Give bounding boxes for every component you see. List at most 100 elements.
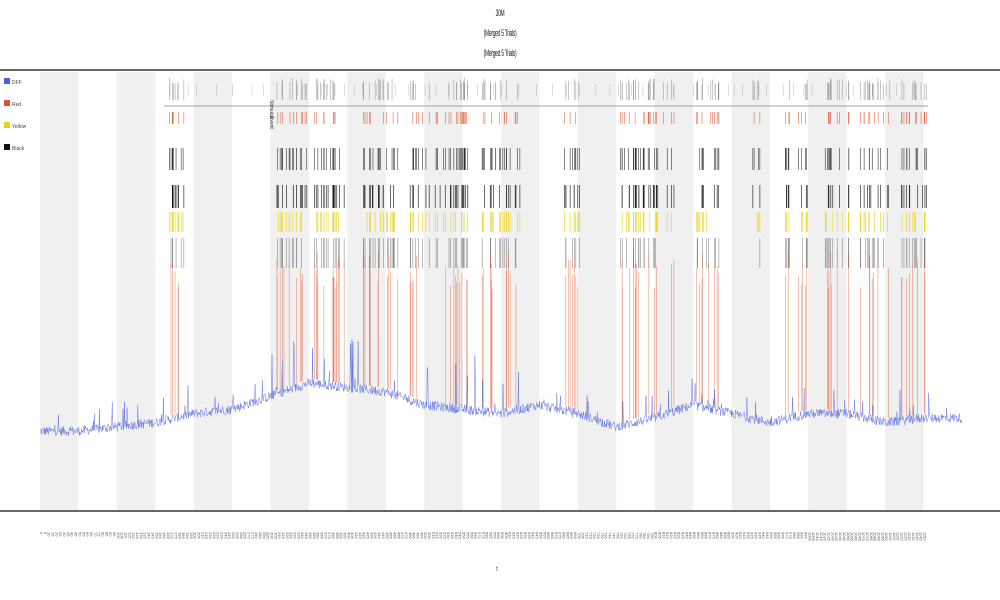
x-tick-label-185: 925 <box>750 532 755 539</box>
x-tick-labels: 0510152025303540455055606570758085909510… <box>39 532 928 542</box>
x-tick-label-199: 995 <box>804 532 809 539</box>
x-tick-label-53: 265 <box>243 532 248 539</box>
x-tick-label-158: 790 <box>646 532 651 539</box>
shaded-band-11 <box>885 72 924 510</box>
x-tick-label-93: 465 <box>396 532 401 539</box>
legend-swatch-0 <box>4 78 10 84</box>
x-tick-label-217: 1085 <box>873 532 878 542</box>
x-tick-label-38: 190 <box>185 532 190 539</box>
x-tick-label-204: 1020 <box>823 532 828 542</box>
x-tick-label-89: 445 <box>381 532 386 539</box>
x-tick-label-50: 250 <box>231 532 236 539</box>
x-tick-label-171: 855 <box>696 532 701 539</box>
x-tick-label-126: 630 <box>523 532 528 539</box>
legend-swatch-2 <box>4 122 10 128</box>
x-tick-label-97: 485 <box>412 532 417 539</box>
x-tick-label-21: 105 <box>120 532 125 539</box>
shaded-band-4 <box>347 72 386 510</box>
x-tick-label-113: 565 <box>473 532 478 539</box>
x-tick-label-214: 1070 <box>861 532 866 542</box>
event-rasters <box>169 78 927 422</box>
x-tick-label-213: 1065 <box>857 532 862 542</box>
x-tick-label-205: 1025 <box>827 532 832 542</box>
x-tick-label-107: 535 <box>450 532 455 539</box>
x-tick-label-144: 720 <box>592 532 597 539</box>
x-tick-label-145: 725 <box>596 532 601 539</box>
x-tick-label-140: 700 <box>577 532 582 539</box>
x-tick-label-20: 100 <box>116 532 121 539</box>
x-tick-label-161: 805 <box>658 532 663 539</box>
chart-subtitle-2: (Merged 5 Trials) <box>483 48 517 58</box>
x-tick-label-138: 690 <box>569 532 574 539</box>
x-tick-label-188: 940 <box>761 532 766 539</box>
x-tick-label-8: 40 <box>70 532 75 537</box>
x-tick-label-128: 640 <box>531 532 536 539</box>
x-tick-label-18: 90 <box>108 532 113 537</box>
x-tick-label-105: 525 <box>442 532 447 539</box>
dff-trace <box>39 339 963 437</box>
x-tick-label-15: 75 <box>97 532 102 537</box>
x-tick-label-102: 510 <box>431 532 436 539</box>
x-tick-label-211: 1055 <box>850 532 855 542</box>
x-tick-label-184: 920 <box>746 532 751 539</box>
x-tick-label-132: 660 <box>546 532 551 539</box>
x-tick-label-209: 1045 <box>842 532 847 542</box>
x-tick-label-193: 965 <box>780 532 785 539</box>
x-tick-label-54: 270 <box>247 532 252 539</box>
x-tick-label-149: 745 <box>611 532 616 539</box>
x-tick-label-130: 650 <box>538 532 543 539</box>
x-tick-label-86: 430 <box>369 532 374 539</box>
x-tick-label-196: 980 <box>792 532 797 539</box>
x-tick-label-115: 575 <box>481 532 486 539</box>
x-tick-label-77: 385 <box>335 532 340 539</box>
x-tick-label-153: 765 <box>627 532 632 539</box>
x-tick-label-99: 495 <box>419 532 424 539</box>
x-tick-label-200: 1000 <box>807 532 812 542</box>
x-tick-label-223: 1115 <box>896 532 901 541</box>
x-tick-label-151: 755 <box>619 532 624 539</box>
x-tick-label-173: 865 <box>704 532 709 539</box>
x-tick-label-191: 955 <box>773 532 778 539</box>
x-tick-label-172: 860 <box>700 532 705 539</box>
x-tick-label-189: 945 <box>765 532 770 539</box>
x-tick-label-195: 975 <box>788 532 793 539</box>
x-tick-label-114: 570 <box>477 532 482 539</box>
x-tick-label-226: 1130 <box>907 532 912 541</box>
x-tick-label-39: 195 <box>189 532 194 539</box>
legend-label-1: Red <box>12 102 21 108</box>
x-tick-label-7: 35 <box>66 532 71 537</box>
x-tick-label-207: 1035 <box>834 532 839 542</box>
x-tick-label-14: 70 <box>93 532 98 537</box>
x-tick-label-3: 15 <box>51 532 56 537</box>
x-tick-label-127: 635 <box>527 532 532 539</box>
dff-series-line <box>39 339 963 437</box>
x-tick-label-174: 870 <box>707 532 712 539</box>
x-tick-label-182: 910 <box>738 532 743 539</box>
x-tick-label-78: 390 <box>339 532 344 539</box>
x-tick-label-1: 5 <box>43 532 48 535</box>
legend-label-3: Black <box>12 146 25 152</box>
x-tick-label-82: 410 <box>354 532 359 539</box>
x-tick-label-5: 25 <box>58 532 63 537</box>
legend-swatch-3 <box>4 144 10 150</box>
shaded-band-2 <box>193 72 233 510</box>
x-tick-label-194: 970 <box>784 532 789 539</box>
x-tick-label-70: 350 <box>308 532 313 539</box>
x-tick-label-159: 795 <box>650 532 655 539</box>
x-tick-label-160: 800 <box>654 532 659 539</box>
x-tick-label-55: 275 <box>250 532 255 539</box>
x-tick-label-61: 305 <box>273 532 278 539</box>
x-tick-label-33: 165 <box>166 532 171 539</box>
x-tick-label-58: 290 <box>262 532 267 539</box>
x-tick-label-117: 585 <box>489 532 494 539</box>
x-tick-label-168: 840 <box>684 532 689 539</box>
x-tick-label-95: 475 <box>404 532 409 539</box>
x-tick-label-40: 200 <box>193 532 198 539</box>
x-tick-label-101: 505 <box>427 532 432 539</box>
x-tick-label-219: 1095 <box>880 532 885 542</box>
x-tick-label-133: 665 <box>550 532 555 539</box>
x-tick-label-122: 610 <box>508 532 513 539</box>
x-tick-label-143: 715 <box>588 532 593 539</box>
x-tick-label-22: 110 <box>124 532 129 539</box>
